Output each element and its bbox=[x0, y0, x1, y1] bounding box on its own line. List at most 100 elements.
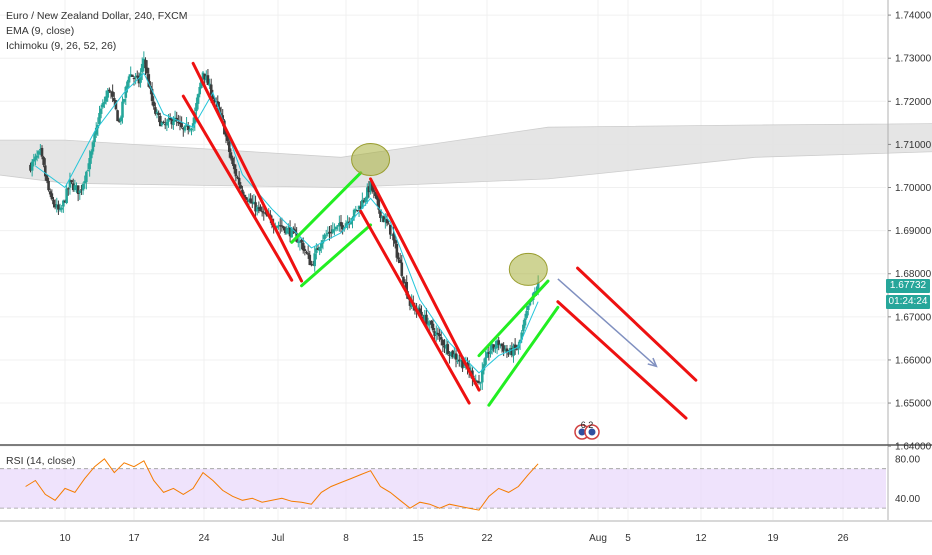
candle-body bbox=[83, 180, 87, 184]
rsi-tick-label: 80.00 bbox=[895, 454, 920, 465]
candle-body bbox=[70, 180, 73, 183]
candle-body bbox=[328, 231, 331, 234]
price-tick-label: 1.65000 bbox=[895, 399, 932, 410]
candle-body bbox=[181, 128, 185, 130]
candle-body bbox=[319, 242, 323, 248]
candle-body bbox=[398, 259, 402, 263]
channel-line-red bbox=[191, 61, 304, 283]
candle-body bbox=[81, 183, 85, 191]
candle-body bbox=[507, 353, 510, 355]
candle-body bbox=[518, 339, 522, 344]
candle-body bbox=[177, 122, 180, 124]
candle-body bbox=[477, 381, 481, 384]
candle-body bbox=[300, 239, 303, 243]
candle-body bbox=[339, 222, 343, 226]
candle-body bbox=[34, 156, 37, 160]
candle-body bbox=[449, 351, 453, 356]
candle-body bbox=[280, 225, 284, 227]
candle-body bbox=[208, 83, 211, 86]
candle-body bbox=[298, 240, 302, 243]
candle-body bbox=[392, 233, 395, 241]
candle-body bbox=[303, 249, 307, 252]
candle-body bbox=[528, 301, 532, 306]
candle-body bbox=[523, 318, 527, 326]
candle-body bbox=[196, 94, 200, 104]
candle-body bbox=[101, 103, 105, 108]
candle-body bbox=[201, 72, 205, 81]
candle-body bbox=[512, 345, 515, 356]
candle-body bbox=[126, 81, 129, 88]
trend-drawings[interactable] bbox=[181, 61, 698, 420]
time-tick-label: 15 bbox=[412, 533, 424, 544]
candle-body bbox=[324, 234, 328, 236]
indicator-ichimoku-label[interactable]: Ichimoku (9, 26, 52, 26) bbox=[6, 40, 117, 52]
candle-body bbox=[85, 171, 88, 183]
candle-body bbox=[203, 73, 206, 79]
candle-body bbox=[191, 123, 195, 128]
indicator-ema-label[interactable]: EMA (9, close) bbox=[6, 25, 75, 37]
candle-body bbox=[131, 74, 134, 77]
candle-body bbox=[112, 98, 116, 102]
candle-body bbox=[403, 282, 407, 284]
candle-body bbox=[224, 133, 228, 137]
channel-line-red bbox=[181, 94, 294, 282]
candle-body bbox=[492, 344, 496, 349]
time-tick-label: 12 bbox=[695, 533, 707, 544]
candle-body bbox=[108, 89, 111, 92]
candle-body bbox=[367, 186, 371, 193]
candle-body bbox=[305, 252, 308, 254]
candle-body bbox=[188, 129, 192, 131]
candle-body bbox=[91, 142, 95, 152]
candle-body bbox=[48, 191, 52, 195]
candle-body bbox=[341, 225, 344, 230]
candle-body bbox=[144, 59, 147, 69]
candle-body bbox=[259, 206, 262, 212]
candle-body bbox=[86, 170, 90, 172]
candle-body bbox=[180, 123, 183, 128]
candle-body bbox=[158, 115, 162, 127]
candle-body bbox=[361, 199, 364, 209]
candle-body bbox=[150, 88, 154, 101]
candle-body bbox=[221, 115, 225, 120]
candle-body bbox=[456, 360, 459, 362]
candle-body bbox=[331, 229, 335, 233]
channel-line-green bbox=[487, 305, 560, 407]
candle-body bbox=[379, 209, 382, 218]
candle-body bbox=[244, 196, 248, 200]
channel-line-red bbox=[359, 209, 471, 405]
rsi-14-line bbox=[25, 458, 539, 511]
idea-badge[interactable]: 6 2 bbox=[572, 419, 602, 441]
candle-body bbox=[277, 225, 280, 227]
candle-body bbox=[436, 332, 440, 334]
candle-body bbox=[116, 110, 119, 122]
candle-body bbox=[365, 187, 369, 199]
candle-body bbox=[62, 200, 65, 207]
candle-body bbox=[494, 346, 497, 349]
candle-body bbox=[374, 191, 377, 197]
ichimoku-cloud-area bbox=[0, 123, 932, 188]
rsi-label[interactable]: RSI (14, close) bbox=[6, 455, 76, 467]
candle-body bbox=[216, 101, 220, 107]
time-tick-label: 22 bbox=[481, 533, 493, 544]
candle-body bbox=[397, 257, 400, 260]
candle-body bbox=[402, 276, 405, 283]
candle-body bbox=[162, 121, 165, 123]
price-tick-label: 1.64000 bbox=[895, 442, 932, 453]
rsi-line bbox=[25, 458, 539, 511]
time-tick-label: 8 bbox=[343, 533, 349, 544]
candle-body bbox=[129, 74, 133, 77]
candle-body bbox=[354, 209, 358, 211]
candle-body bbox=[211, 96, 215, 100]
candle-body bbox=[227, 141, 231, 152]
candle-body bbox=[448, 354, 451, 356]
candle-body bbox=[114, 100, 118, 110]
candle-body bbox=[170, 119, 174, 125]
candle-body bbox=[364, 197, 367, 202]
candle-body bbox=[301, 242, 305, 251]
candle-body bbox=[495, 340, 499, 348]
candle-body bbox=[505, 348, 509, 353]
candle-body bbox=[63, 200, 67, 203]
candle-body bbox=[344, 223, 348, 228]
candle-body bbox=[78, 190, 82, 193]
candle-body bbox=[439, 337, 443, 340]
